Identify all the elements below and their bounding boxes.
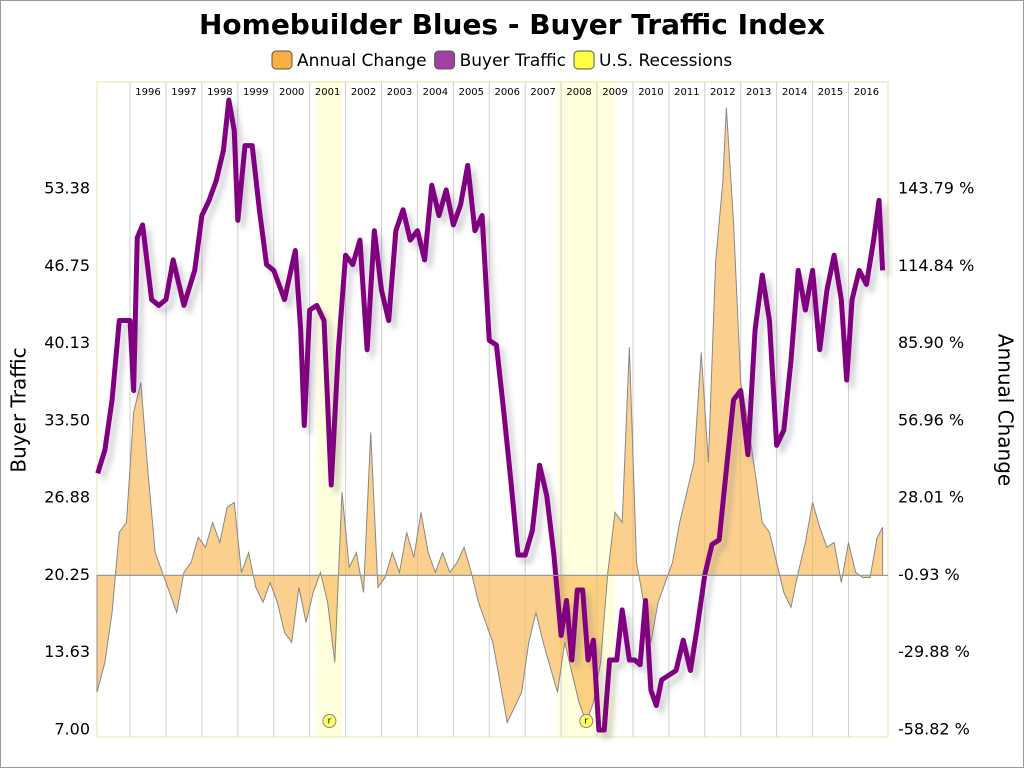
year-label: 1996 xyxy=(135,87,160,98)
y2-tick-label: 56.96 % xyxy=(898,410,964,429)
y2-tick-label: 143.79 % xyxy=(898,178,974,197)
recession-marker xyxy=(322,714,337,728)
y2-tick-label: 114.84 % xyxy=(898,256,974,275)
year-label: 2013 xyxy=(746,87,771,98)
year-label: 2014 xyxy=(782,87,807,98)
year-label: 2012 xyxy=(710,87,735,98)
y-tick-label: 53.38 xyxy=(44,178,90,197)
legend-swatch xyxy=(271,50,293,70)
y2-tick-label: 85.90 % xyxy=(898,333,964,352)
year-label: 2015 xyxy=(818,87,843,98)
y-tick-label: 46.75 xyxy=(44,256,90,275)
y-tick-label: 20.25 xyxy=(44,565,90,584)
legend-label: U.S. Recessions xyxy=(599,51,732,71)
y2-tick-label: -0.93 % xyxy=(898,565,960,584)
year-label: 2004 xyxy=(423,87,448,98)
year-label: 2010 xyxy=(638,87,663,98)
year-label: 2007 xyxy=(530,87,555,98)
y2-tick-label: -58.82 % xyxy=(898,720,970,739)
year-label: 2008 xyxy=(566,87,591,98)
year-label: 2009 xyxy=(602,87,627,98)
year-label: 1997 xyxy=(171,87,196,98)
annual-change-area xyxy=(96,107,884,725)
y2-tick-label: 28.01 % xyxy=(898,488,964,507)
legend-label: Buyer Traffic xyxy=(460,51,566,71)
year-label: 2002 xyxy=(351,87,376,98)
legend: Annual Change Buyer Traffic U.S. Recession… xyxy=(271,50,732,71)
legend-swatch xyxy=(434,50,456,70)
year-label: 2005 xyxy=(459,87,484,98)
year-label: 2011 xyxy=(674,87,699,98)
y2-axis-label: Annual Change xyxy=(994,334,1018,486)
year-label: 2003 xyxy=(387,87,412,98)
chart-title: Homebuilder Blues - Buyer Traffic Index xyxy=(199,8,825,41)
year-label: 2006 xyxy=(495,87,520,98)
year-label: 1998 xyxy=(207,87,232,98)
y2-tick-label: -29.88 % xyxy=(898,642,970,661)
recession-marker xyxy=(579,714,594,728)
year-label: 2016 xyxy=(854,87,879,98)
recession-marker-label: r xyxy=(328,717,332,727)
y-tick-label: 33.50 xyxy=(44,410,90,429)
buyer-traffic-line xyxy=(95,97,886,733)
y-axis-label: Buyer Traffic xyxy=(7,347,31,472)
y-tick-label: 40.13 xyxy=(44,333,90,352)
legend-label: Annual Change xyxy=(297,51,427,71)
y-tick-label: 7.00 xyxy=(54,720,90,739)
y-tick-label: 13.63 xyxy=(44,642,90,661)
recession-marker-label: r xyxy=(584,717,588,727)
year-label: 2000 xyxy=(279,87,304,98)
year-label: 2001 xyxy=(315,87,340,98)
legend-swatch xyxy=(573,50,595,70)
y-tick-label: 26.88 xyxy=(44,488,90,507)
year-label: 1999 xyxy=(243,87,268,98)
